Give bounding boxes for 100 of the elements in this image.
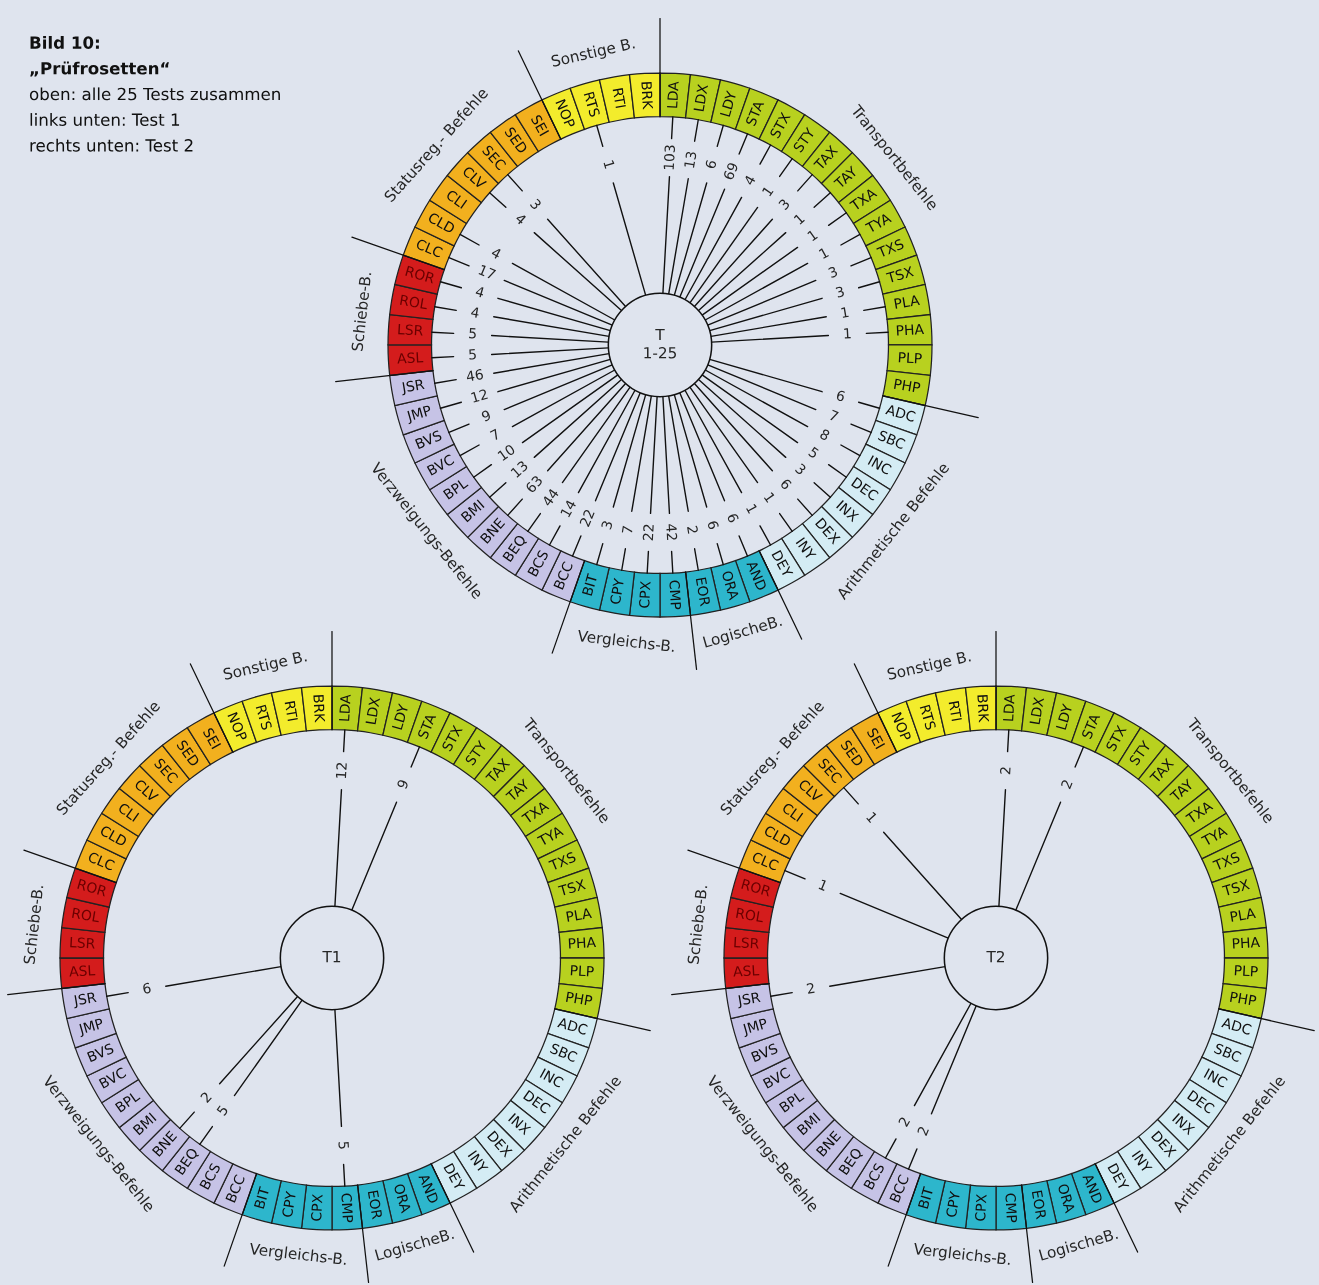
text: Sonstige B. xyxy=(550,38,635,67)
category-label: JSR xyxy=(400,378,426,396)
data-label: 8 xyxy=(819,428,831,441)
category-label: BCS xyxy=(863,1162,885,1190)
data-label: 6 xyxy=(726,512,740,524)
category-label: INY xyxy=(795,537,817,561)
category-label: INC xyxy=(867,455,893,476)
data-label: 1 xyxy=(746,503,758,514)
category-label: BRK xyxy=(641,82,654,110)
category-label: DEY xyxy=(443,1162,466,1192)
category-label: INC xyxy=(1203,1068,1229,1089)
category-label: LDY xyxy=(1055,703,1073,730)
data-label: 12 xyxy=(470,388,488,403)
data-label: 6 xyxy=(142,982,152,994)
category-label: BVS xyxy=(86,1042,115,1063)
category-label: PHA xyxy=(896,323,925,336)
category-label: LSR xyxy=(398,323,424,336)
data-label: 5 xyxy=(468,349,477,360)
category-label: LDA xyxy=(339,694,351,721)
category-label: ASL xyxy=(732,964,760,977)
category-label: CLI xyxy=(445,189,468,209)
category-label: CLD xyxy=(427,211,456,234)
category-label: SBC xyxy=(1213,1042,1242,1063)
data-label: 7 xyxy=(489,428,501,441)
data-label: 22 xyxy=(579,509,595,528)
category-label: STX xyxy=(441,724,463,752)
data-label: 13 xyxy=(683,151,697,168)
text: T2 xyxy=(986,950,1004,963)
category-label: SEI xyxy=(202,727,222,750)
data-label: 5 xyxy=(216,1104,229,1117)
category-label: ORA xyxy=(1057,1183,1076,1214)
category-label: TSX xyxy=(1221,878,1251,897)
category-label: TSX xyxy=(557,878,587,897)
text: Sonstige B. xyxy=(222,651,307,680)
data-label: 1 xyxy=(603,160,615,169)
category-label: STX xyxy=(769,111,791,139)
category-label: LDY xyxy=(719,90,737,117)
category-label: EOR xyxy=(695,577,711,607)
category-label: CLC xyxy=(751,851,780,871)
data-label: 2 xyxy=(687,525,699,534)
category-label: RTS xyxy=(583,91,601,118)
category-label: CLI xyxy=(117,802,140,822)
data-label: 1 xyxy=(807,229,818,242)
category-label: BVS xyxy=(750,1042,779,1063)
category-label: JSR xyxy=(72,991,98,1009)
category-label: LSR xyxy=(734,936,760,949)
category-label: AND xyxy=(418,1172,440,1205)
data-label: 1 xyxy=(866,811,878,823)
category-label: CPY xyxy=(945,1190,961,1218)
category-label: RTI xyxy=(612,88,626,109)
category-label: PLA xyxy=(894,294,921,309)
category-label: PLP xyxy=(1234,965,1258,977)
category-label: LDA xyxy=(1003,694,1015,721)
data-label: 22 xyxy=(642,524,654,541)
text: Sonstige B. xyxy=(886,651,971,680)
data-label: 3 xyxy=(794,462,807,476)
category-label: LSR xyxy=(70,936,96,949)
category-label: JSR xyxy=(736,991,762,1009)
category-label: STA xyxy=(745,99,765,127)
category-label: STX xyxy=(1105,724,1127,752)
category-label: PHA xyxy=(1232,936,1261,949)
category-label: SEI xyxy=(866,727,886,750)
category-label: LDA xyxy=(667,81,679,108)
data-label: 4 xyxy=(514,212,527,226)
category-label: STA xyxy=(417,712,437,740)
data-label: 103 xyxy=(663,145,676,170)
data-label: 2 xyxy=(999,767,1011,775)
category-label: ADC xyxy=(885,403,916,423)
category-label: CPX xyxy=(310,1194,323,1222)
category-label: INY xyxy=(467,1150,489,1174)
text: Vergleichs-B. xyxy=(249,1242,346,1265)
category-label: ROR xyxy=(741,878,772,897)
data-label: 5 xyxy=(469,328,477,339)
category-label: CLC xyxy=(415,238,444,258)
category-label: ORA xyxy=(721,570,740,601)
category-label: TYA xyxy=(536,825,564,847)
text: Schiebe-B. xyxy=(23,886,44,965)
category-label: EOR xyxy=(1031,1190,1047,1220)
category-label: AND xyxy=(1082,1172,1104,1205)
category-label: TXS xyxy=(1212,851,1241,872)
category-label: SBC xyxy=(549,1042,578,1063)
category-label: TXS xyxy=(548,851,577,872)
category-label: SBC xyxy=(877,429,906,450)
category-label: PLA xyxy=(566,907,593,922)
data-label: 12 xyxy=(335,762,347,779)
category-label: ROR xyxy=(405,265,436,284)
category-label: BCC xyxy=(889,1174,910,1203)
category-label: INC xyxy=(539,1068,565,1089)
data-label: 14 xyxy=(560,499,577,518)
category-label: CPX xyxy=(974,1194,987,1222)
data-label: 3 xyxy=(835,285,845,298)
text: links unten: Test 1 xyxy=(30,113,180,126)
category-label: JMP xyxy=(77,1017,105,1038)
data-label: 6 xyxy=(779,478,793,491)
category-label: PLP xyxy=(570,965,594,977)
category-label: NOP xyxy=(555,98,576,129)
data-label: 2 xyxy=(199,1091,212,1104)
category-label: JMP xyxy=(741,1017,769,1038)
data-label: 4 xyxy=(475,285,485,298)
data-label: 3 xyxy=(600,520,613,530)
